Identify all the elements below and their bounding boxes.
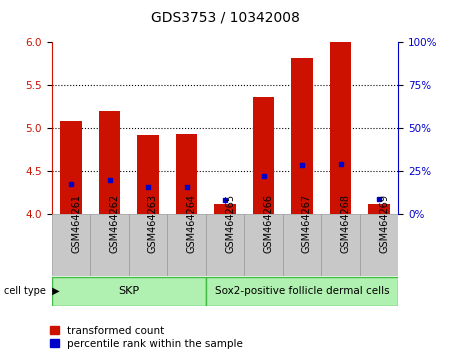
Bar xyxy=(214,204,236,214)
FancyBboxPatch shape xyxy=(360,214,398,276)
FancyBboxPatch shape xyxy=(321,214,360,276)
Bar xyxy=(253,97,274,214)
Bar xyxy=(176,134,197,214)
Bar xyxy=(60,121,81,214)
Bar xyxy=(292,58,313,214)
Text: SKP: SKP xyxy=(118,286,140,296)
FancyBboxPatch shape xyxy=(283,214,321,276)
FancyBboxPatch shape xyxy=(52,214,90,276)
FancyBboxPatch shape xyxy=(206,277,398,306)
Text: Sox2-positive follicle dermal cells: Sox2-positive follicle dermal cells xyxy=(215,286,389,296)
FancyBboxPatch shape xyxy=(167,214,206,276)
Legend: transformed count, percentile rank within the sample: transformed count, percentile rank withi… xyxy=(50,326,243,349)
Bar xyxy=(330,42,351,214)
FancyBboxPatch shape xyxy=(90,214,129,276)
Text: GSM464265: GSM464265 xyxy=(225,194,235,253)
Text: cell type  ▶: cell type ▶ xyxy=(4,286,60,296)
Text: GSM464263: GSM464263 xyxy=(148,194,158,253)
Bar xyxy=(137,135,158,214)
Text: GSM464266: GSM464266 xyxy=(264,194,274,253)
FancyBboxPatch shape xyxy=(129,214,167,276)
Bar xyxy=(99,111,120,214)
Text: GSM464264: GSM464264 xyxy=(186,194,197,253)
Text: GSM464261: GSM464261 xyxy=(71,194,81,253)
FancyBboxPatch shape xyxy=(244,214,283,276)
FancyBboxPatch shape xyxy=(206,214,244,276)
Text: GSM464262: GSM464262 xyxy=(109,194,120,253)
Text: GSM464269: GSM464269 xyxy=(379,194,389,253)
Text: GDS3753 / 10342008: GDS3753 / 10342008 xyxy=(151,11,299,25)
Bar xyxy=(369,204,390,214)
FancyBboxPatch shape xyxy=(52,277,206,306)
Text: GSM464268: GSM464268 xyxy=(341,194,351,253)
Text: GSM464267: GSM464267 xyxy=(302,194,312,253)
